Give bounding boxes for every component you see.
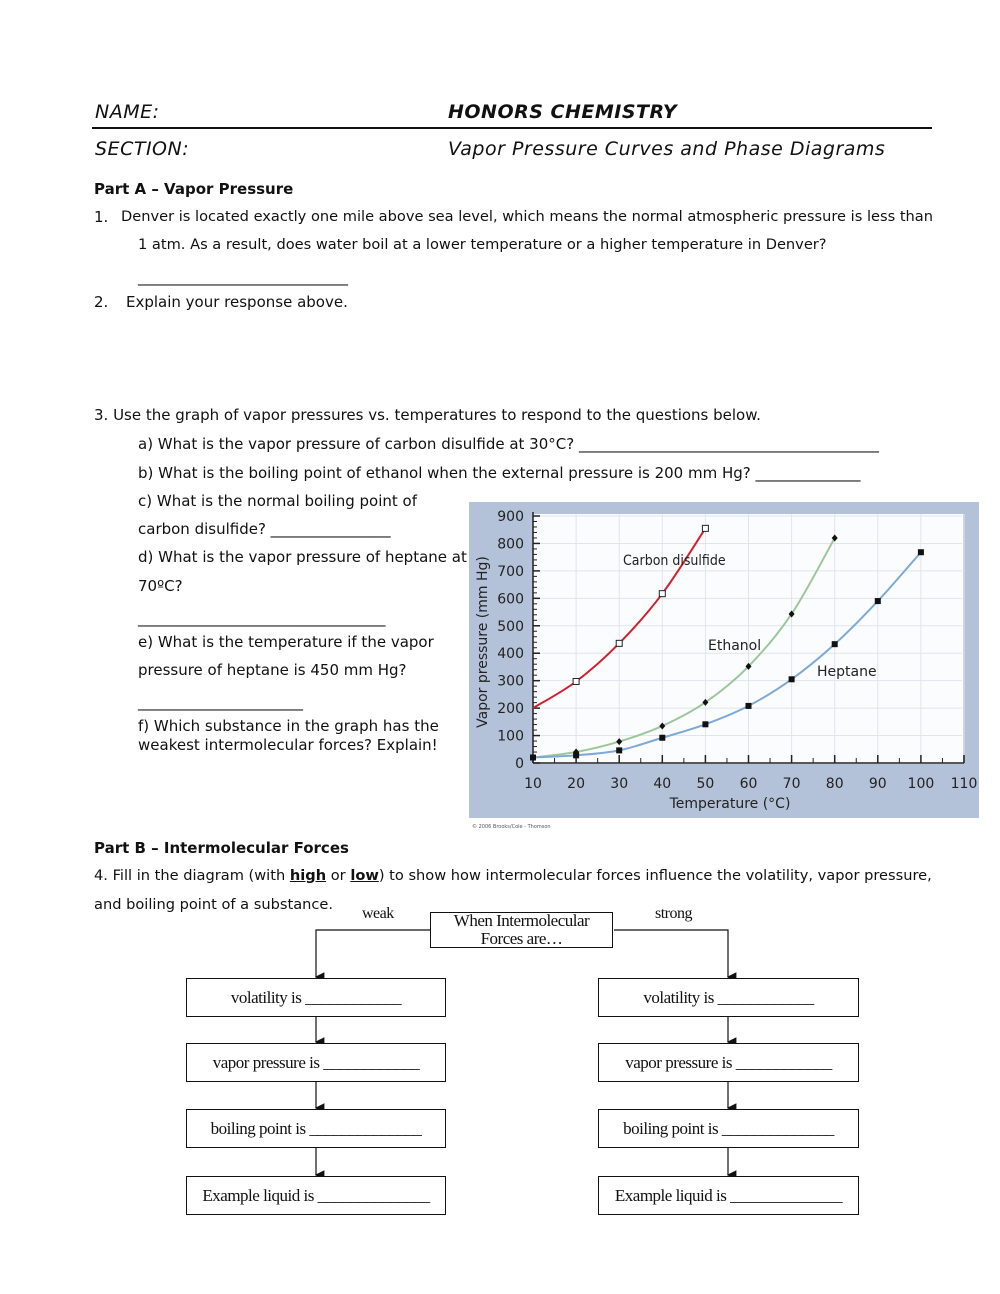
worksheet-subtitle: Vapor Pressure Curves and Phase Diagrams [448,138,886,160]
y-tick-label: 900 [497,509,524,525]
right-volatility-box[interactable]: volatility is ____________ [598,978,859,1017]
y-tick-label: 300 [497,674,524,690]
data-point [788,610,795,618]
x-tick-label: 60 [740,776,758,792]
q3a-text: a) What is the vapor pressure of carbon … [138,435,879,453]
q4-high: high [289,867,327,884]
q3f-text-2: weakest intermolecular forces? Explain! [138,736,438,754]
data-point [530,754,536,761]
q4-low: low [350,867,379,884]
series-line-2 [532,551,922,759]
right-vapor-pressure-box[interactable]: vapor pressure is ____________ [598,1043,859,1082]
chart-copyright: © 2006 Brooks/Cole - Thomson [472,824,551,830]
data-point [659,734,666,741]
part-a-title: Part A – Vapor Pressure [94,180,294,198]
label-ethanol: Ethanol [708,638,761,654]
course-title: HONORS CHEMISTRY [448,101,678,123]
y-tick-label: 400 [497,646,524,662]
q4-text-2: and boiling point of a substance. [94,896,334,913]
header-rule [92,127,932,129]
left-vapor-pressure-box[interactable]: vapor pressure is ____________ [186,1043,446,1082]
q1-answer-blank[interactable]: ____________________________ [138,268,348,286]
q4-or: or [326,867,351,884]
q4-text: 4. Fill in the diagram (with high or low… [94,867,932,884]
q3e-text-2: pressure of heptane is 450 mm Hg? [138,661,407,679]
y-tick-label: 100 [497,729,524,745]
y-tick-label: 800 [497,536,524,552]
q3c-text-2: carbon disulfide? ________________ [138,520,391,538]
q3e-answer-blank[interactable]: ______________________ [138,693,303,711]
q2-text: Explain your response above. [126,293,348,311]
data-point [745,702,752,709]
data-point [917,549,924,556]
x-tick-label: 20 [567,776,585,792]
x-axis-label: Temperature (°C) [669,796,791,812]
weak-label: weak [362,905,394,922]
q3b-text: b) What is the boiling point of ethanol … [138,464,861,482]
name-label: NAME: [95,101,160,123]
x-tick-label: 30 [610,776,628,792]
q4-text-post: ) to show how intermolecular forces infl… [378,867,932,884]
label-carbon-disulfide: Carbon disulfide [623,553,726,569]
data-point [659,722,666,730]
q3f-text: f) Which substance in the graph has the [138,717,439,735]
x-tick-label: 10 [524,776,542,792]
q1-text: Denver is located exactly one mile above… [121,208,933,225]
label-heptane: Heptane [817,664,877,680]
data-point [702,721,709,728]
left-example-liquid-box[interactable]: Example liquid is ______________ [186,1176,446,1215]
right-boiling-point-box[interactable]: boiling point is ______________ [598,1109,859,1148]
q3e-text: e) What is the temperature if the vapor [138,633,434,651]
x-tick-label: 80 [826,776,844,792]
left-volatility-box[interactable]: volatility is ____________ [186,978,446,1017]
x-tick-label: 110 [951,776,978,792]
data-point [573,752,580,759]
data-point [615,639,623,647]
q3c-text: c) What is the normal boiling point of [138,492,417,510]
data-point [658,590,666,598]
q4-text-pre: 4. Fill in the diagram (with [94,867,290,884]
x-tick-label: 50 [696,776,714,792]
x-tick-label: 90 [869,776,887,792]
y-tick-label: 500 [497,619,524,635]
x-tick-label: 40 [653,776,671,792]
y-tick-label: 600 [497,591,524,607]
section-label: SECTION: [95,138,190,160]
data-point [831,534,838,542]
y-tick-label: 200 [497,701,524,717]
data-point [701,524,709,532]
part-b-title: Part B – Intermolecular Forces [94,839,349,857]
y-axis-label: Vapor pressure (mm Hg) [475,556,491,728]
data-point [788,676,795,683]
chart-svg: 10 20 30 40 50 60 70 80 90 100 110 0 100 200 300 400 500… [475,509,978,812]
y-tick-label: 0 [515,756,524,772]
q2-number: 2. [94,293,109,311]
data-point [745,662,752,670]
diagram-top-box: When Intermolecular Forces are… [430,912,613,948]
y-tick-label: 700 [497,564,524,580]
left-boiling-point-box[interactable]: boiling point is ______________ [186,1109,446,1148]
q3d-text-2: 70ºC? [138,577,183,595]
x-tick-label: 100 [908,776,935,792]
data-point [831,641,838,648]
q1-number: 1. [94,208,109,226]
data-point [616,747,623,754]
q3d-answer-blank[interactable]: _________________________________ [138,609,386,627]
q3-text: 3. Use the graph of vapor pressures vs. … [94,406,761,424]
right-example-liquid-box[interactable]: Example liquid is ______________ [598,1176,859,1215]
data-point [616,738,623,746]
q3d-text: d) What is the vapor pressure of heptane… [138,548,467,566]
x-tick-label: 70 [783,776,801,792]
data-point [572,677,580,685]
strong-label: strong [655,905,693,922]
data-point [874,598,881,605]
data-point [702,698,709,706]
q1-text-2: 1 atm. As a result, does water boil at a… [138,236,827,253]
vapor-pressure-chart: 10 20 30 40 50 60 70 80 90 100 110 0 100 200 300 400 500… [469,502,979,818]
